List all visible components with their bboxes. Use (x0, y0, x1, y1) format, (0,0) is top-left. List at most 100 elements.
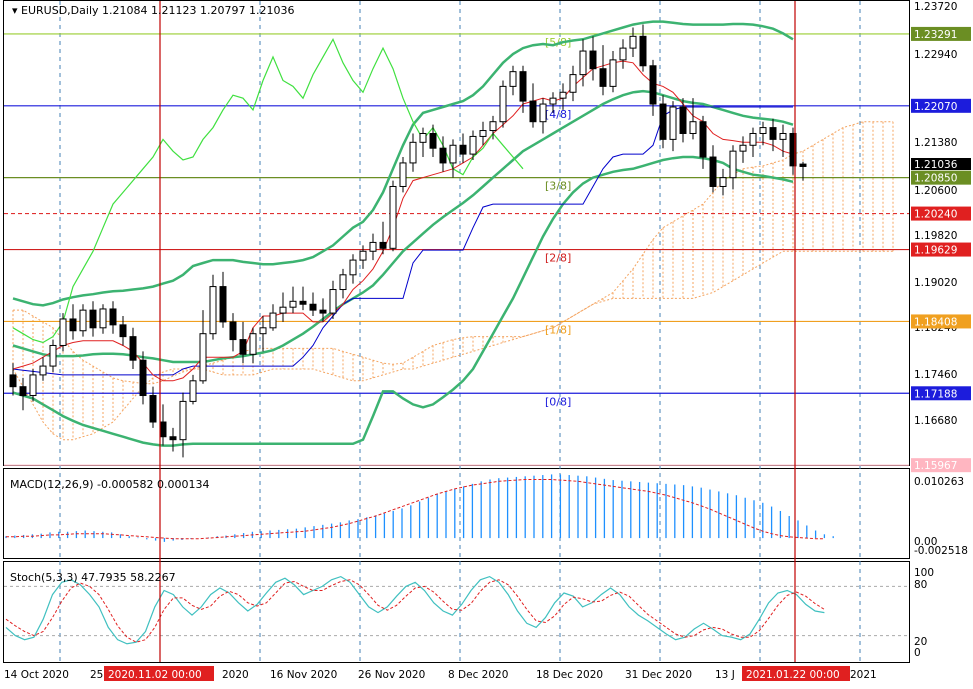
candle-body (39, 365, 47, 376)
stoch-tick-80: 80 (914, 579, 927, 591)
level-badges: 1.23291 1.22070 1.20850 1.20240 1.19629 1.184… (911, 26, 971, 473)
candle-body (729, 150, 737, 179)
candle-body (479, 130, 487, 137)
level-badge-bg (911, 242, 971, 257)
price-tick: 1.17460 (914, 369, 957, 381)
candle-body (169, 436, 177, 441)
candle-body (469, 135, 477, 155)
macd-tick-top: 0.010263 (914, 476, 964, 488)
macd-series (5, 474, 834, 542)
price-tick: 1.21380 (914, 137, 957, 149)
time-label: 2021 (850, 669, 877, 681)
candle-body (559, 91, 567, 99)
stoch-label: Stoch(5,3,3) 47.7935 58.2267 (10, 571, 176, 584)
level-badge-price: 1.18408 (914, 316, 957, 328)
time-highlight-2: 2021.01.22 00:00 (746, 669, 840, 681)
candle-body (369, 241, 377, 252)
candle-body (19, 386, 27, 397)
candle-body (259, 327, 267, 335)
candle-body (549, 97, 557, 105)
stoch-panel-frame (3, 561, 910, 663)
candle-body (449, 144, 457, 164)
level-badge-bg (911, 458, 971, 473)
candle-body (299, 300, 307, 305)
time-label: 2020 (222, 669, 249, 681)
candle-body (789, 132, 797, 167)
vertical-grid (59, 1, 861, 662)
time-axis: 14 Oct 2020 25 2020 16 Nov 2020 26 Nov 2… (4, 666, 877, 681)
candle-body (779, 132, 787, 140)
murrey-label: [1/8] (545, 323, 571, 336)
candle-body (409, 141, 417, 164)
candle-body (719, 177, 727, 187)
candle-body (29, 374, 37, 397)
level-badge-bg (911, 314, 971, 329)
candle-body (229, 321, 237, 341)
macd-label: MACD(12,26,9) -0.000582 0.000134 (10, 478, 209, 491)
candle-body (269, 312, 277, 329)
murrey-label: [2/8] (545, 252, 571, 265)
candle-body (579, 50, 587, 76)
time-highlight-1-bg (104, 666, 214, 681)
candle-body (659, 103, 667, 140)
candle-body (199, 333, 207, 382)
candle-body (279, 306, 287, 314)
candle-body (529, 100, 537, 123)
candle-body (519, 71, 527, 102)
candle-body (609, 59, 617, 87)
macd-tick-bottom: -0.002518 (914, 545, 968, 557)
current-price-label: 1.21036 (914, 159, 958, 171)
price-tick: 1.22940 (914, 49, 957, 61)
candle-body (319, 309, 327, 314)
murrey-levels: [5/8][4/8][3/8][2/8][1/8][0/8] (4, 33, 909, 466)
dropdown-triangle-icon: ▾ (12, 4, 18, 17)
macd-tick-zero: 0.00 (914, 536, 937, 548)
price-tick: 1.16680 (914, 415, 957, 427)
candle-body (669, 106, 677, 140)
candle-body (539, 103, 547, 123)
candle-body (799, 163, 807, 167)
candle-body (129, 336, 137, 361)
level-badge-bg (911, 98, 971, 113)
candle-body (9, 374, 17, 388)
current-price-badge (911, 158, 971, 170)
level-badge-price: 1.19629 (914, 245, 957, 257)
candle-body (709, 156, 717, 187)
candle-body (289, 300, 297, 308)
murrey-label: [3/8] (545, 180, 571, 193)
candle-body (109, 308, 117, 326)
candle-body (359, 250, 367, 261)
level-badge-price: 1.20240 (914, 209, 957, 221)
candle-body (589, 50, 597, 70)
candle-body (629, 35, 637, 49)
candle-body (189, 380, 197, 402)
symbol-info: ▾ EURUSD,Daily 1.21084 1.21123 1.20797 1… (12, 4, 294, 17)
macd-axis: 0.010263 0.00 -0.002518 (914, 476, 968, 557)
candle-body (679, 106, 687, 134)
candle-body (239, 339, 247, 355)
indicator-lines (12, 37, 794, 382)
macd-panel-frame (3, 468, 910, 559)
candle-body (379, 241, 387, 249)
candle-body (309, 303, 317, 311)
candle-body (89, 309, 97, 329)
candle-body (619, 47, 627, 61)
candle-body (139, 359, 147, 397)
time-label: 14 Oct 2020 (4, 669, 69, 681)
candle-body (509, 71, 517, 87)
bb-upper-line (12, 20, 794, 307)
time-label: 31 Dec 2020 (625, 669, 692, 681)
time-label: 18 Dec 2020 (536, 669, 603, 681)
level-badge-bg (911, 206, 971, 221)
candle-body (49, 344, 57, 367)
candle-body (749, 132, 757, 146)
candle-body (499, 85, 507, 123)
candle-body (739, 144, 747, 152)
candle-body (459, 144, 467, 155)
time-label: 8 Dec 2020 (448, 669, 508, 681)
time-label: 16 Nov 2020 (270, 669, 337, 681)
candle-body (649, 65, 657, 105)
candle-body (79, 309, 87, 332)
main-panel-frame (3, 0, 910, 466)
